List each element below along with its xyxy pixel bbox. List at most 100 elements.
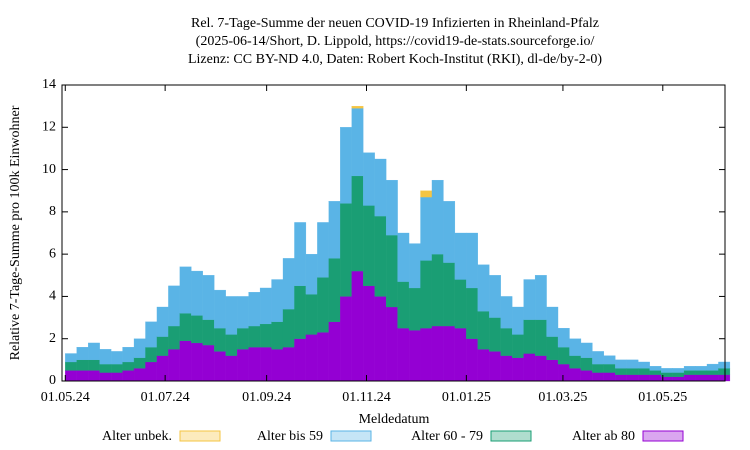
legend-swatch bbox=[490, 430, 532, 442]
bar-segment bbox=[99, 372, 112, 382]
bar-segment bbox=[202, 344, 215, 382]
bar-segment bbox=[431, 179, 444, 255]
bar-segment bbox=[328, 201, 341, 259]
bar-segment bbox=[133, 368, 146, 382]
chart-subtitle: (2025-06-14/Short, D. Lippold, https://c… bbox=[196, 34, 595, 49]
bar-segment bbox=[580, 357, 593, 371]
bar-segment bbox=[65, 370, 77, 382]
bar-segment bbox=[282, 258, 295, 310]
bar-segment bbox=[615, 359, 627, 369]
bar-segment bbox=[351, 108, 364, 177]
bar-segment bbox=[237, 296, 249, 329]
bar-segment bbox=[546, 336, 559, 361]
bar-segment bbox=[615, 368, 627, 375]
legend-label: Alter unbek. bbox=[102, 429, 172, 444]
bar-segment bbox=[340, 127, 352, 204]
bar-segment bbox=[649, 374, 662, 382]
bar-segment bbox=[363, 285, 375, 382]
bar-segment bbox=[672, 368, 685, 373]
bar-segment bbox=[592, 372, 605, 382]
bar-segment bbox=[683, 366, 696, 371]
bar-segment bbox=[179, 266, 192, 314]
bar-segment bbox=[626, 368, 639, 375]
bar-segment bbox=[695, 366, 708, 371]
bar-segment bbox=[271, 321, 284, 350]
bar-segment bbox=[477, 264, 490, 312]
bar-segment bbox=[397, 232, 410, 282]
bar-segment bbox=[328, 258, 341, 322]
bar-segment bbox=[133, 357, 146, 369]
bar-segment bbox=[569, 368, 582, 382]
bar-segment bbox=[122, 370, 135, 382]
legend-swatch bbox=[330, 430, 372, 442]
bar-segment bbox=[420, 260, 433, 329]
bar-segment bbox=[557, 363, 570, 382]
bar-segment bbox=[237, 327, 249, 350]
bar-segment bbox=[603, 363, 616, 373]
bar-segment bbox=[76, 370, 89, 382]
bar-segment bbox=[179, 340, 192, 382]
bar-segment bbox=[328, 321, 341, 382]
bar-segment bbox=[374, 215, 387, 297]
bar-segment bbox=[76, 347, 89, 361]
bar-segment bbox=[122, 347, 135, 363]
bar-segment bbox=[649, 366, 662, 371]
bar-segment bbox=[397, 327, 410, 382]
bar-segment bbox=[638, 361, 650, 369]
bar-segment bbox=[202, 275, 215, 320]
bar-segment bbox=[557, 327, 570, 348]
y-tick-label: 0 bbox=[49, 373, 56, 388]
bar-segment bbox=[214, 289, 226, 329]
bar-segment bbox=[443, 262, 456, 327]
bar-segment bbox=[534, 355, 547, 382]
bar-segment bbox=[191, 342, 203, 382]
bar-segment bbox=[385, 234, 398, 308]
bar-segment bbox=[489, 317, 501, 352]
bar-segment bbox=[259, 347, 272, 382]
legend-swatch bbox=[179, 430, 221, 442]
bar-segment bbox=[431, 325, 444, 382]
bar-segment bbox=[408, 243, 421, 289]
bar-segment bbox=[374, 158, 387, 217]
bar-segment bbox=[294, 285, 307, 339]
bar-segment bbox=[248, 292, 261, 327]
legend-label: Alter 60 - 79 bbox=[411, 429, 483, 444]
bar-segment bbox=[65, 361, 77, 371]
bar-segment bbox=[156, 336, 169, 356]
x-tick-label: 01.11.24 bbox=[342, 390, 390, 405]
bar-segment bbox=[351, 175, 364, 272]
legend-label: Alter ab 80 bbox=[572, 429, 635, 444]
bar-segment bbox=[420, 190, 433, 198]
bar-segment bbox=[626, 374, 639, 382]
bar-segment bbox=[99, 363, 112, 373]
bar-segment bbox=[523, 353, 536, 382]
bar-segment bbox=[454, 327, 467, 382]
bar-segment bbox=[534, 319, 547, 356]
bar-segment bbox=[718, 361, 731, 369]
bar-segment bbox=[248, 347, 261, 382]
bar-segment bbox=[259, 323, 272, 348]
bar-segment bbox=[202, 319, 215, 346]
bar-segment bbox=[454, 279, 467, 329]
bar-segment bbox=[683, 374, 696, 382]
bar-segment bbox=[145, 361, 158, 382]
bar-segment bbox=[706, 363, 719, 371]
bar-segment bbox=[214, 327, 226, 352]
bar-segment bbox=[638, 374, 650, 382]
bar-segment bbox=[156, 355, 169, 382]
bar-segment bbox=[500, 296, 513, 329]
bar-segment bbox=[374, 296, 387, 382]
bar-segment bbox=[534, 275, 547, 320]
bar-segment bbox=[649, 370, 662, 375]
bar-segment bbox=[88, 359, 100, 371]
y-tick-label: 8 bbox=[49, 204, 56, 219]
bar-segment bbox=[408, 287, 421, 331]
bar-segment bbox=[638, 368, 650, 375]
bar-segment bbox=[695, 370, 708, 375]
bar-segment bbox=[706, 374, 719, 382]
bar-segment bbox=[237, 349, 249, 382]
bar-segment bbox=[718, 374, 731, 382]
bar-segment bbox=[546, 359, 559, 382]
bar-segment bbox=[454, 232, 467, 280]
x-tick-label: 01.05.24 bbox=[41, 390, 90, 405]
